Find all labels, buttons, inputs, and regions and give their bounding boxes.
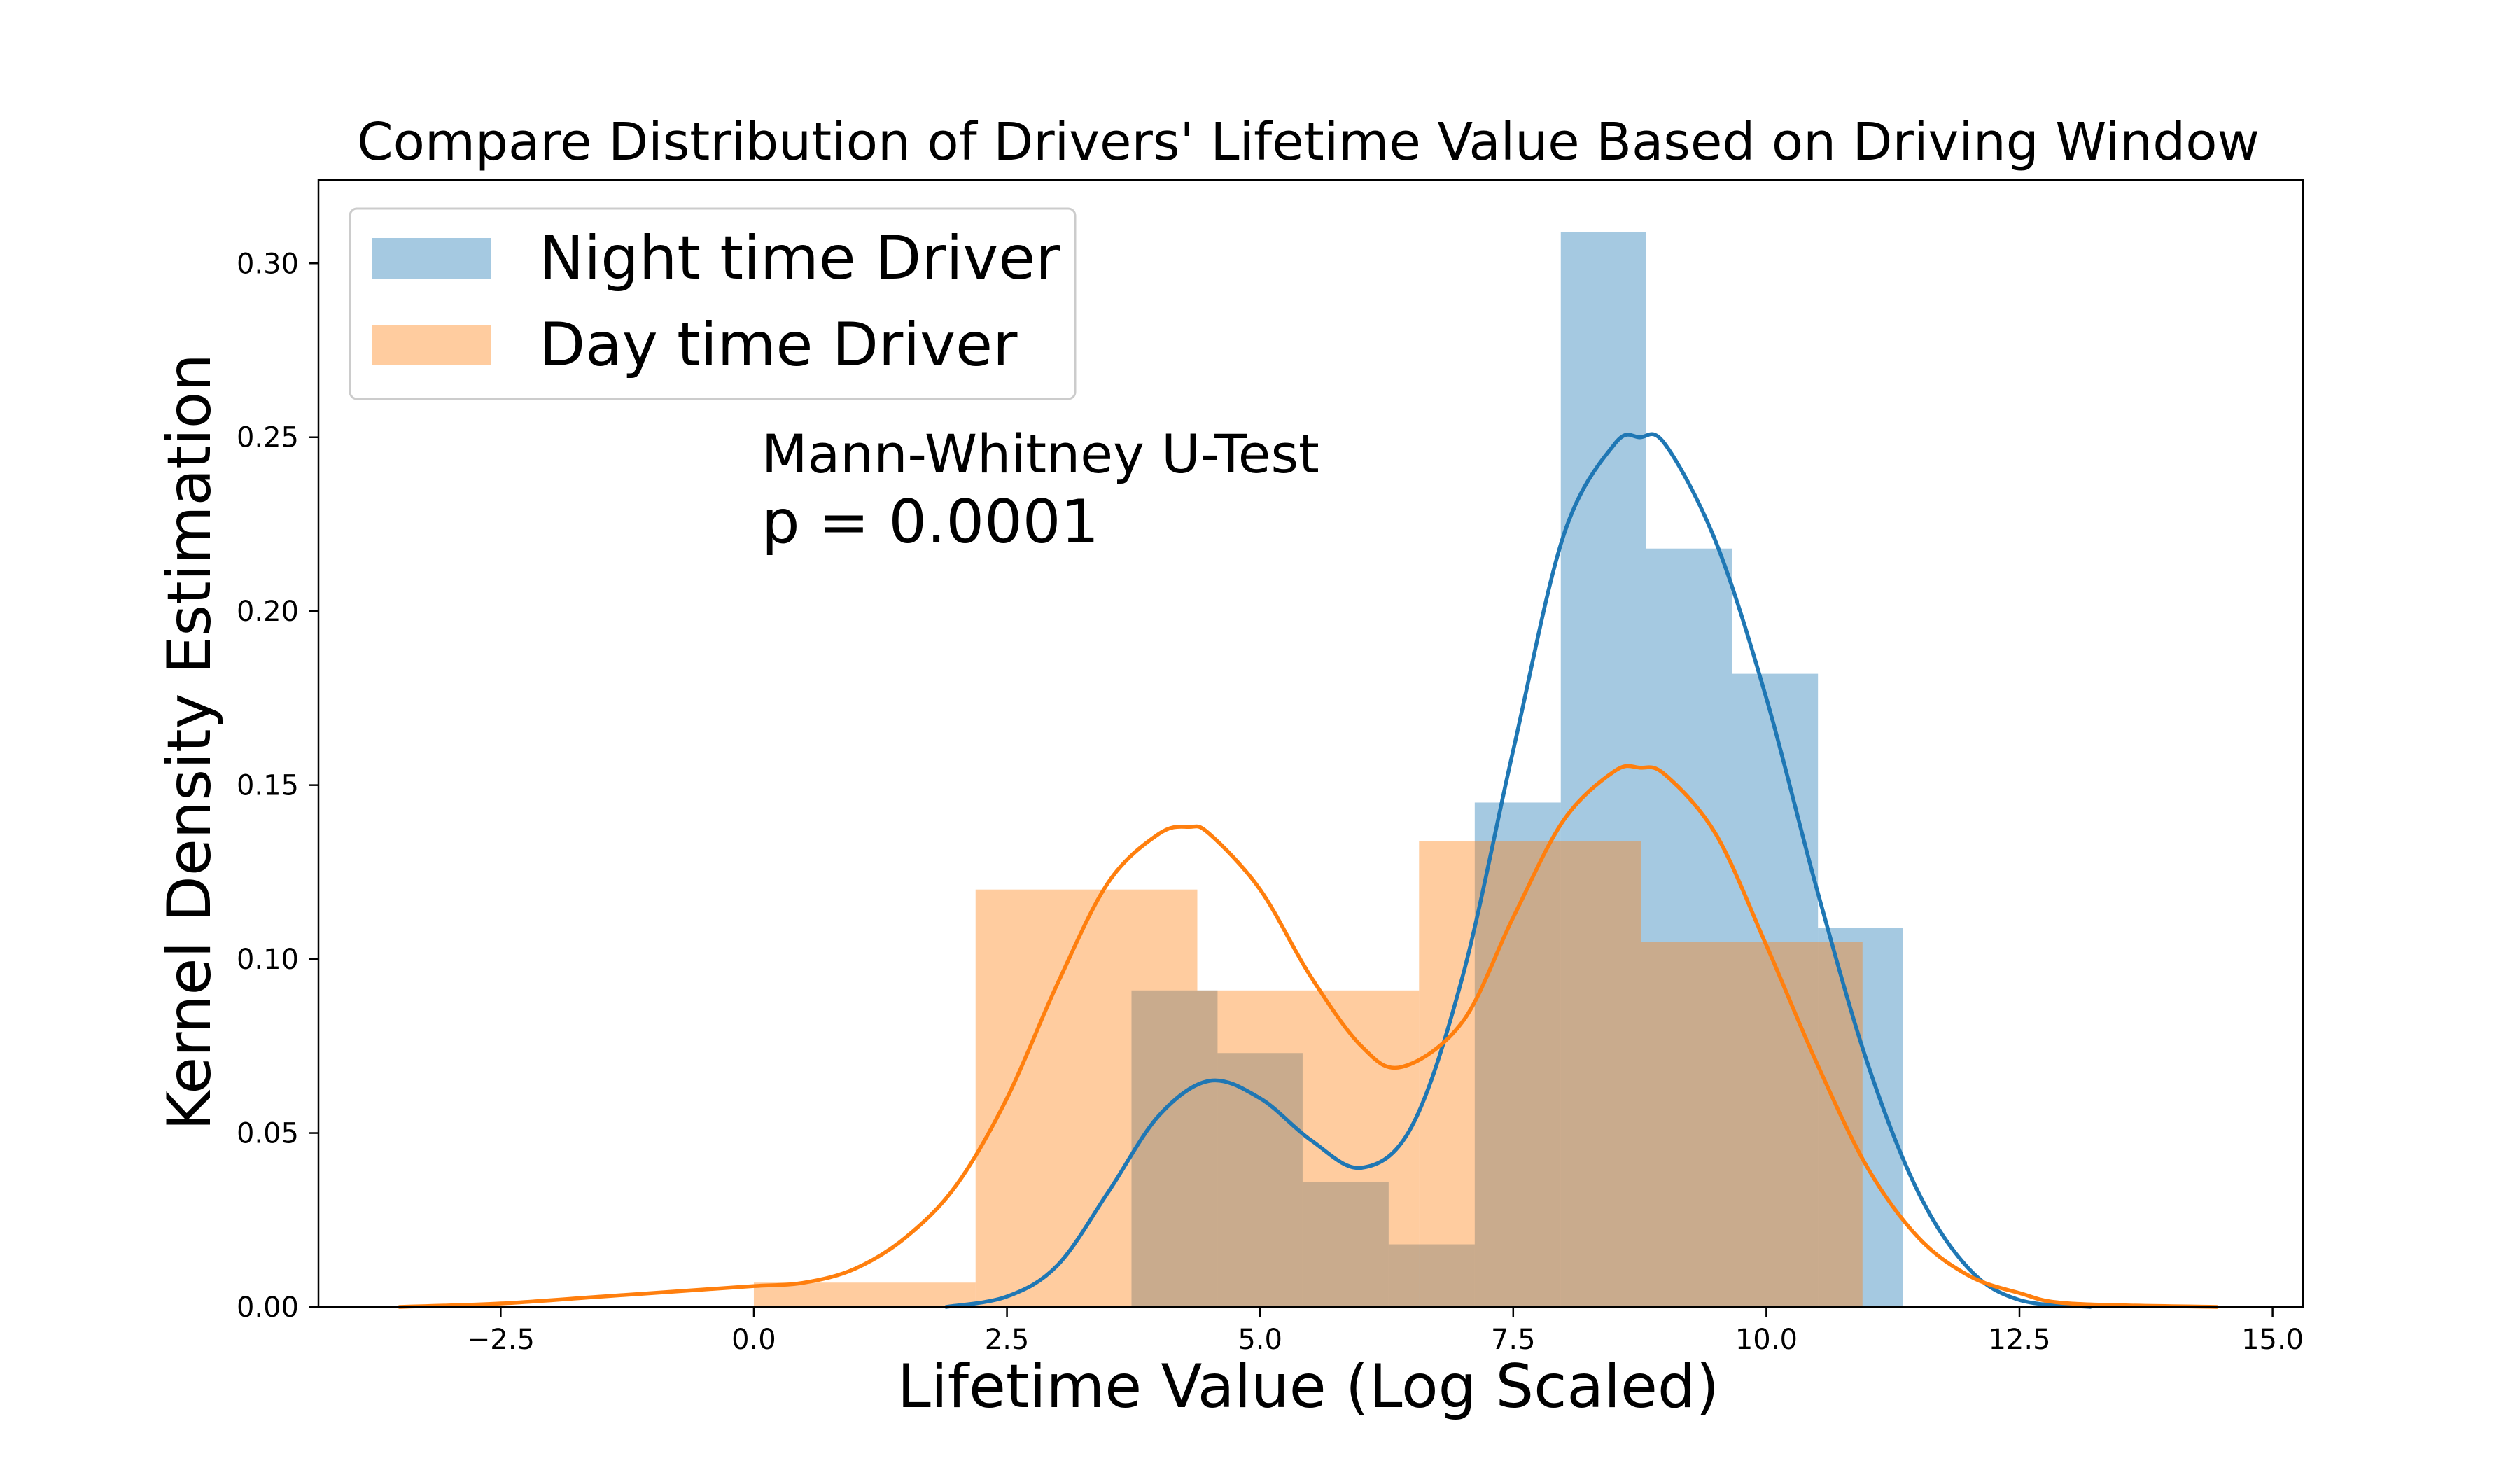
histogram-layer: [753, 232, 1903, 1307]
y-tick-label: 0.05: [237, 1118, 299, 1150]
legend-label-night: Night time Driver: [539, 223, 1060, 293]
y-axis-label: Kernel Density Estimation: [155, 354, 225, 1130]
kde-curve-night: [944, 432, 2092, 1309]
x-tick-label: 5.0: [1238, 1324, 1282, 1356]
hist-bar-day-2: [1197, 990, 1420, 1307]
annotation-p-value: p = 0.0001: [762, 487, 1099, 557]
plot-area: [317, 178, 2304, 1309]
x-tick-label: 10.0: [1735, 1324, 1798, 1356]
y-tick-label: 0.20: [237, 596, 299, 628]
x-tick-label: 0.0: [732, 1324, 776, 1356]
y-tick-label: 0.30: [237, 248, 299, 280]
hist-bar-night-1: [1217, 1053, 1303, 1307]
hist-bar-night-7: [1732, 673, 1819, 1307]
hist-bar-night-4: [1474, 802, 1561, 1307]
annotation-test-name: Mann-Whitney U-Test: [762, 423, 1320, 485]
x-axis: −2.5 0.0 2.5 5.0 7.5 10.0 12.5 15.0: [467, 1307, 2304, 1356]
x-tick-label: 12.5: [1988, 1324, 2050, 1356]
y-tick-label: 0.15: [237, 770, 299, 802]
legend-swatch-night: [372, 238, 491, 279]
hist-bar-day-3: [1419, 841, 1642, 1307]
legend-frame: [349, 207, 1077, 400]
hist-bar-night-2: [1302, 1182, 1389, 1307]
hist-bar-day-1: [975, 889, 1198, 1307]
kde-curve-day: [397, 764, 2219, 1309]
legend-label-day: Day time Driver: [539, 310, 1018, 380]
y-tick-label: 0.25: [237, 422, 299, 454]
hist-bar-night-3: [1388, 1244, 1475, 1307]
y-tick-label: 0.10: [237, 944, 299, 976]
x-tick-label: 7.5: [1491, 1324, 1536, 1356]
y-tick-label: 0.00: [237, 1292, 299, 1324]
x-axis-label: Lifetime Value (Log Scaled): [897, 1352, 1719, 1422]
chart-title: Compare Distribution of Drivers' Lifetim…: [357, 112, 2260, 172]
annotation: Mann-Whitney U-Test p = 0.0001: [762, 423, 1320, 557]
legend: Night time Driver Day time Driver: [349, 207, 1077, 400]
kde-layer: [397, 432, 2219, 1309]
hist-bar-night-0: [1131, 990, 1218, 1307]
legend-swatch-day: [372, 325, 491, 365]
plot-frame: [317, 178, 2304, 1308]
hist-bar-day-0: [753, 1282, 976, 1307]
hist-bar-day-4: [1641, 941, 1863, 1307]
x-tick-label: −2.5: [467, 1324, 535, 1356]
x-tick-label: 15.0: [2241, 1324, 2304, 1356]
hist-bar-night-6: [1646, 548, 1732, 1307]
y-axis: 0.00 0.05 0.10 0.15 0.20 0.25 0.30: [237, 248, 318, 1324]
hist-bar-night-5: [1560, 232, 1646, 1307]
hist-bar-night-8: [1818, 927, 1903, 1307]
x-tick-label: 2.5: [985, 1324, 1030, 1356]
